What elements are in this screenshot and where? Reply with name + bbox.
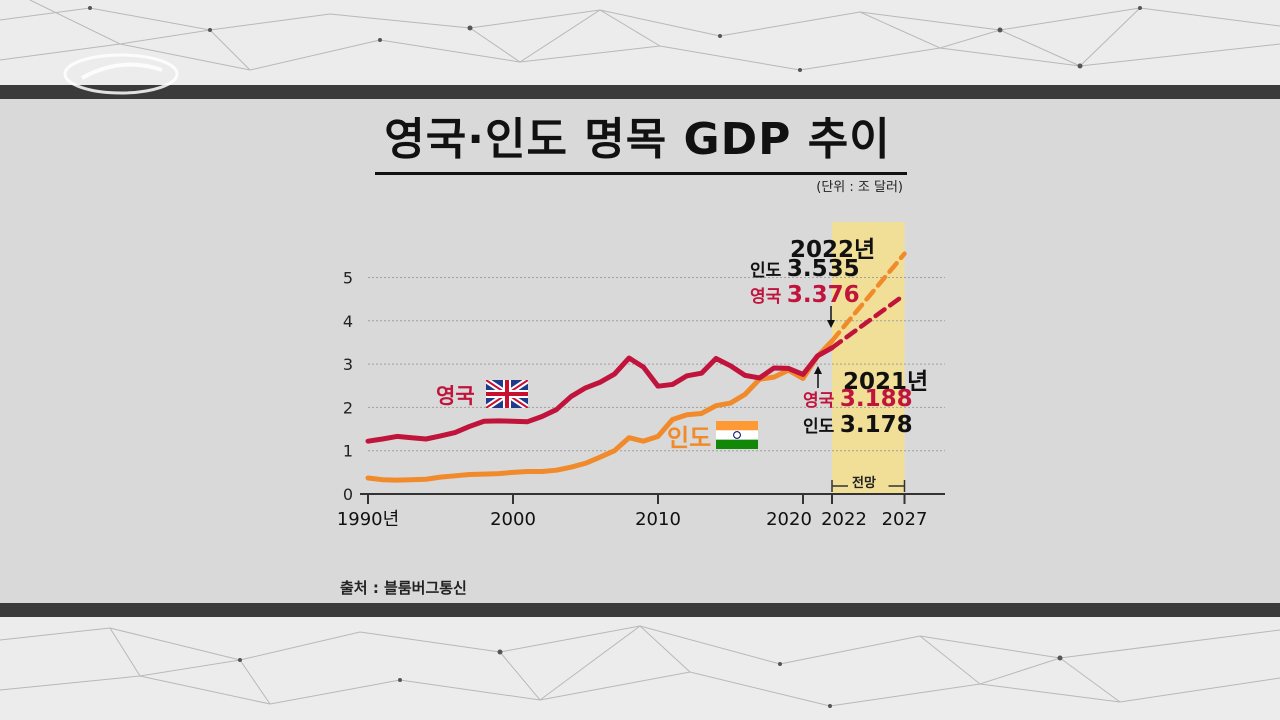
source-note: 출처 : 블룸버그통신: [340, 579, 467, 597]
series-line-uk: [365, 345, 835, 444]
annot-2021-uk-label: 영국: [803, 391, 835, 411]
x-tick-label: 2000: [490, 509, 536, 530]
x-tick-label: 2022: [821, 509, 867, 530]
annot-2021-india-label: 인도: [803, 417, 835, 437]
annot-2022-india: 인도 3.535: [750, 256, 860, 282]
annot-2022-india-value: 3.535: [786, 256, 860, 282]
series-line-india: [365, 338, 835, 483]
forecast-line-uk: [829, 292, 907, 351]
annot-2022-india-label: 인도: [750, 261, 782, 281]
y-tick-label: 1: [343, 442, 353, 461]
top-dark-band: [0, 85, 1280, 99]
annot-2022-year: 2022년: [790, 237, 876, 263]
annot-2022-uk-label: 영국: [750, 287, 782, 307]
india-flag-icon: [716, 421, 758, 449]
unit-label: (단위 : 조 달러): [816, 180, 903, 195]
x-tick-label: 1990년: [337, 509, 399, 530]
annot-2021-india: 인도 3.178: [803, 412, 913, 438]
bottom-dark-band: [0, 603, 1280, 617]
y-tick-label: 0: [343, 485, 353, 504]
chart-panel: [0, 99, 1280, 603]
annot-2021-india-value: 3.178: [839, 412, 913, 438]
y-tick-label: 4: [343, 312, 353, 331]
title-underline: [375, 172, 907, 175]
broadcaster-logo: [63, 53, 179, 95]
x-tick-label: 2027: [882, 509, 928, 530]
annot-2021-uk-value: 3.188: [839, 386, 913, 412]
uk-flag-icon: [486, 380, 528, 408]
annot-2021-year: 2021년: [843, 369, 929, 395]
y-tick-label: 5: [343, 269, 353, 288]
y-axis-ticks: 0 1 2 3 4 5: [343, 269, 353, 505]
annot-2021-uk: 영국 3.188: [803, 386, 913, 412]
forecast-bracket: [831, 480, 906, 492]
arrow-2022-head: [827, 320, 835, 328]
forecast-line-india: [829, 251, 907, 344]
legend-uk-label: 영국: [436, 384, 475, 408]
chart-title: 영국·인도 명목 GDP 추이: [384, 114, 891, 165]
series-lines: [365, 251, 907, 483]
x-axis-ticks: 1990년 2000 2010 2020 2022 2027: [337, 494, 928, 530]
annotation-arrows: [814, 306, 835, 388]
legend-india-label: 인도: [667, 424, 712, 452]
forecast-label: 전망: [852, 476, 876, 491]
x-tick-label: 2020: [766, 509, 812, 530]
annot-2022-uk-value: 3.376: [786, 282, 860, 308]
y-tick-label: 2: [343, 398, 353, 417]
x-tick-label: 2010: [635, 509, 681, 530]
arrow-2021-head: [814, 366, 822, 374]
annot-2022-uk: 영국 3.376: [750, 282, 860, 308]
y-tick-label: 3: [343, 355, 353, 374]
